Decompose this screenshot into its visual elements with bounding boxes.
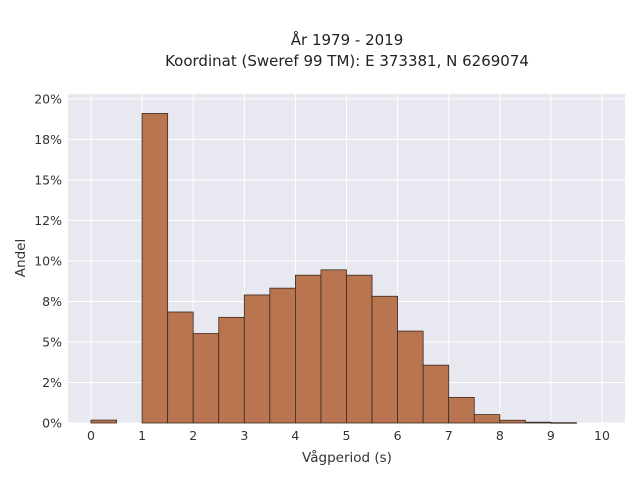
x-axis-label: Vågperiod (s) bbox=[302, 449, 392, 466]
histogram-bar bbox=[243, 294, 271, 424]
x-tick-label: 4 bbox=[291, 428, 299, 443]
y-tick-label: 15% bbox=[34, 172, 62, 187]
chart-title-line2: Koordinat (Sweref 99 TM): E 373381, N 62… bbox=[165, 52, 529, 70]
chart-title-line1: År 1979 - 2019 bbox=[291, 30, 404, 49]
histogram-bar bbox=[550, 422, 577, 424]
histogram-bar bbox=[397, 330, 424, 424]
y-tick-label: 18% bbox=[34, 132, 62, 147]
x-tick-label: 10 bbox=[594, 428, 610, 443]
x-tick-label: 2 bbox=[189, 428, 197, 443]
y-tick-label: 20% bbox=[34, 91, 62, 106]
x-tick-label: 8 bbox=[496, 428, 504, 443]
histogram-bar bbox=[473, 414, 501, 424]
y-tick-label: 5% bbox=[42, 334, 62, 349]
x-tick-label: 7 bbox=[445, 428, 453, 443]
histogram-bar bbox=[448, 396, 475, 424]
histogram-bar bbox=[524, 421, 552, 424]
y-tick-label: 12% bbox=[34, 213, 62, 228]
histogram-bar bbox=[90, 419, 117, 424]
bars bbox=[90, 113, 577, 424]
histogram-bar bbox=[346, 274, 373, 424]
x-tick-label: 5 bbox=[343, 428, 351, 443]
y-tick-label: 0% bbox=[42, 416, 62, 431]
histogram-bar bbox=[422, 364, 450, 424]
histogram-bar bbox=[192, 333, 220, 424]
x-tick-label: 9 bbox=[547, 428, 555, 443]
x-tick-label: 6 bbox=[394, 428, 402, 443]
y-tick-label: 8% bbox=[42, 294, 62, 309]
histogram-bar bbox=[320, 269, 347, 424]
histogram-bar bbox=[499, 419, 526, 424]
histogram-bar bbox=[269, 287, 296, 424]
histogram-bar bbox=[218, 316, 245, 424]
histogram-bar bbox=[141, 113, 169, 424]
histogram-bar bbox=[167, 311, 194, 424]
y-axis-label: Andel bbox=[13, 239, 29, 277]
x-tick-label: 1 bbox=[138, 428, 146, 443]
histogram-bar bbox=[371, 295, 399, 424]
x-axis-ticks: 0 1 2 3 4 5 6 7 8 9 10 bbox=[87, 428, 610, 443]
y-tick-label: 10% bbox=[34, 253, 62, 268]
x-tick-label: 3 bbox=[240, 428, 248, 443]
y-axis-ticks: 0% 2% 5% 8% 10% 12% 15% 18% 20% bbox=[34, 91, 62, 430]
y-tick-label: 2% bbox=[42, 375, 62, 390]
x-tick-label: 0 bbox=[87, 428, 95, 443]
histogram-bar bbox=[294, 274, 322, 424]
